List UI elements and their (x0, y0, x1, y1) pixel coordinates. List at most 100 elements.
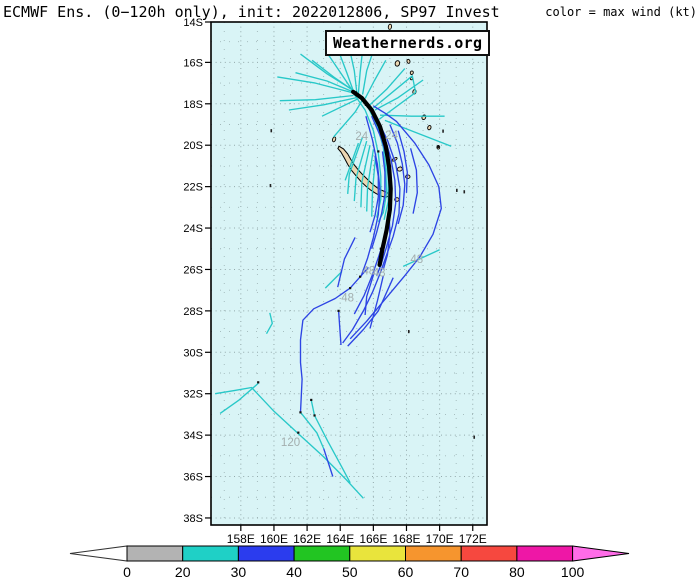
hour-label-120: 120 (281, 437, 300, 449)
ensemble-track-blue (342, 118, 401, 344)
colorbar: 0 20 30 40 50 60 70 80 100 (69, 545, 630, 578)
axis-labels: 14S 16S 18S 20S 22S 24S 26S 28S 30S 32S 34S 36S 38S 1… (183, 17, 486, 546)
ensemble-track-cyan (352, 93, 382, 218)
ensemble-track-cyan (353, 140, 368, 202)
colorbar-label-100: 100 (561, 564, 585, 578)
colorbar-note: color = max wind (kt) (545, 5, 697, 19)
track-marker (349, 286, 352, 290)
ensemble-track-cyan (288, 96, 357, 111)
lon-label-166E: 166E (359, 532, 387, 546)
lon-label-172E: 172E (459, 532, 487, 546)
track-marker (377, 150, 380, 153)
lon-label-162E: 162E (293, 532, 321, 546)
map-speck (270, 129, 273, 133)
island-vanuatu-6 (409, 70, 414, 75)
ensemble-track-cyan (265, 312, 273, 335)
colorbar-segment-20-30 (182, 545, 239, 562)
track-marker (313, 414, 316, 417)
ensemble-track-cyan (357, 49, 364, 94)
lat-label-18S: 18S (183, 99, 203, 111)
grid-lines (211, 22, 487, 525)
map-speck (407, 329, 410, 334)
hour-label-48: 48 (362, 265, 375, 277)
hour-label-48: 48 (341, 292, 354, 304)
lon-label-170E: 170E (426, 532, 454, 546)
map-speck (456, 188, 458, 192)
ensemble-track-cyan (369, 68, 406, 106)
track-marker (310, 398, 313, 402)
ensemble-track-cyan (347, 136, 364, 194)
map-speck (473, 435, 476, 439)
track-marker (257, 381, 260, 384)
island-vanuatu-1 (387, 23, 393, 30)
ensemble-track-blue (349, 105, 442, 340)
ensemble-track-cyan (344, 142, 360, 181)
ensemble-track-blue (397, 130, 408, 193)
colorbar-segment-40-50 (293, 545, 351, 562)
hour-label-48: 48 (373, 268, 386, 280)
colorbar-label-50: 50 (342, 564, 358, 578)
lon-label-160E: 160E (260, 532, 288, 546)
map-speck (442, 129, 444, 133)
lat-label-32S: 32S (183, 389, 203, 401)
ensemble-track-blue (360, 116, 381, 277)
ensemble-track-blue (323, 448, 334, 477)
lat-label-20S: 20S (183, 140, 203, 152)
colorbar-label-30: 30 (231, 564, 247, 578)
island-vanuatu-10 (427, 125, 432, 131)
map-frame (210, 21, 488, 526)
track-marker (297, 431, 300, 434)
track-marker (299, 411, 302, 414)
lon-label-168E: 168E (392, 532, 420, 546)
hour-label-24: 24 (385, 130, 398, 142)
ensemble-track-blue (371, 151, 386, 249)
ensemble-track-blue (337, 237, 356, 288)
ensemble-track-cyan (219, 382, 259, 414)
colorbar-segment-30-40 (237, 545, 295, 562)
watermark-box: Weathernerds.org (325, 30, 491, 56)
ensemble-track-blue (364, 272, 375, 316)
ensemble-track-cyan (338, 52, 355, 92)
lat-label-28S: 28S (183, 306, 203, 318)
colorbar-label-60: 60 (398, 564, 414, 578)
ensemble-track-cyan (295, 72, 355, 94)
mean-track (351, 89, 393, 267)
ensemble-track-cyan (328, 54, 355, 94)
ensemble-track-cyan (384, 119, 452, 147)
ensemble-track-cyan (379, 114, 445, 117)
lat-label-34S: 34S (183, 430, 203, 442)
lon-label-164E: 164E (326, 532, 354, 546)
map-speck (269, 183, 272, 188)
track-marker (436, 145, 440, 148)
ensemble-track-cyan (324, 271, 343, 289)
ensemble-track-blue (409, 148, 418, 214)
ensemble-track-cyan (277, 76, 356, 95)
colorbar-label-20: 20 (175, 564, 191, 578)
ensemble-tracks (214, 45, 452, 499)
lat-label-30S: 30S (183, 347, 203, 359)
ensemble-track-cyan (299, 411, 325, 449)
ensemble-track-cyan (364, 59, 387, 99)
ensemble-track-blue (369, 155, 379, 233)
colorbar-segment-60-70 (405, 545, 462, 562)
ensemble-track-cyan (214, 386, 364, 499)
map-ocean-background (211, 22, 487, 525)
ensemble-track-cyan (321, 97, 359, 117)
ensemble-track-cyan (372, 75, 417, 120)
ensemble-track-cyan (279, 94, 354, 102)
colorbar-label-40: 40 (286, 564, 302, 578)
colorbar-label-80: 80 (509, 564, 525, 578)
island-vanuatu-5 (406, 58, 411, 64)
ensemble-track-blue (299, 266, 369, 413)
colorbar-segment-70-80 (460, 545, 518, 562)
ensemble-track-blue (389, 124, 406, 225)
hour-label-24: 24 (355, 131, 368, 143)
lat-label-38S: 38S (183, 513, 203, 525)
ensemble-track-cyan (311, 59, 357, 93)
track-marker (358, 275, 362, 278)
colorbar-right-arrow (572, 545, 630, 562)
colorbar-segment-0-20 (126, 545, 184, 562)
lat-label-14S: 14S (183, 17, 203, 29)
